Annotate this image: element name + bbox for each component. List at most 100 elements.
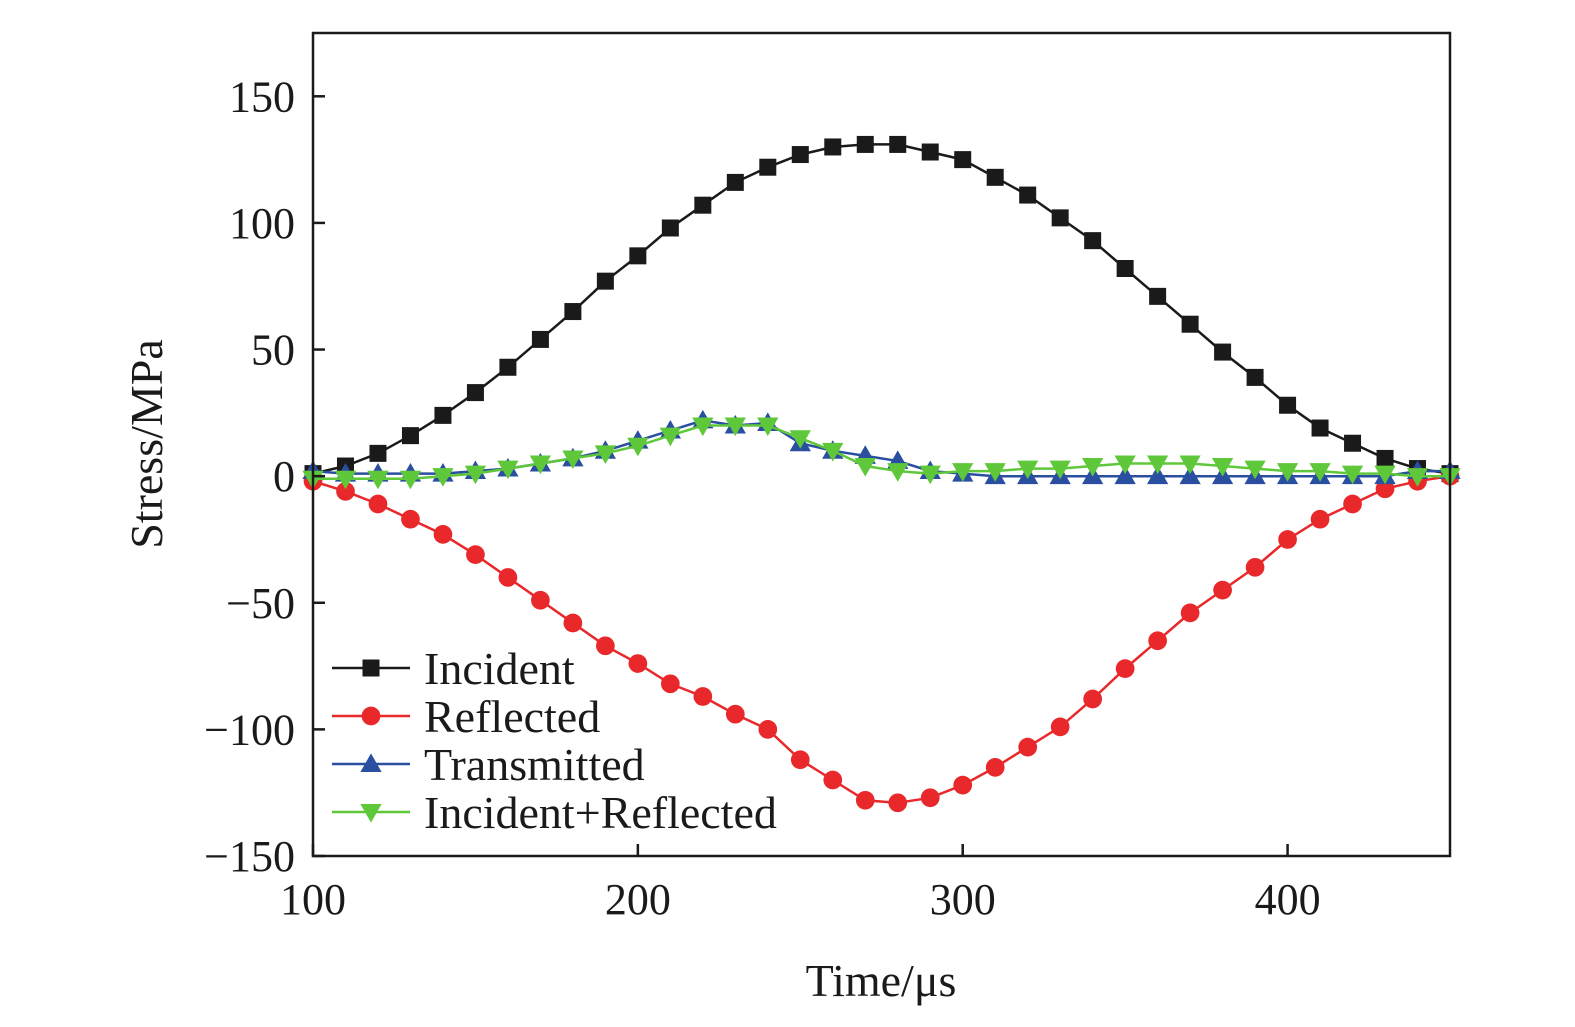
data-point [920,788,940,808]
data-point [660,674,680,694]
data-point [724,417,746,437]
legend-item: Incident [332,643,575,694]
data-point [401,509,420,529]
data-point [594,445,616,464]
data-point [368,494,388,514]
series-incident-reflected [302,417,1461,490]
data-point [629,247,647,265]
legend-marker [361,706,381,726]
data-point [1019,186,1037,204]
data-point [888,793,908,813]
data-point [627,437,649,457]
data-point [889,135,907,153]
x-tick-label: 100 [280,875,346,924]
x-axis-title: Time/μs [806,955,957,1006]
data-point [985,758,1005,777]
legend-item: Transmitted [332,739,645,790]
data-point [529,455,552,475]
data-point [596,636,615,656]
data-point [694,196,712,214]
data-point [1181,315,1199,333]
plot-frame [311,31,1452,858]
data-point [1114,455,1136,475]
data-point [855,790,875,810]
series-line [312,143,1451,475]
data-point [692,417,714,437]
data-point [854,458,876,477]
data-point [1051,209,1069,227]
data-point [757,417,779,437]
data-point [726,173,744,191]
legend-label: Reflected [424,691,600,742]
legend-label: Transmitted [424,739,645,790]
data-point [791,146,809,164]
data-point [1018,737,1038,757]
data-point [824,138,842,156]
data-point [1147,465,1169,485]
data-point [1341,465,1364,485]
data-point [1311,419,1329,437]
data-point [466,545,485,565]
x-tick-label: 400 [1255,875,1321,924]
data-point [1116,260,1134,278]
data-point [1244,460,1266,480]
data-point [1083,689,1103,709]
data-point [369,444,387,462]
data-point [367,470,389,490]
data-point [1343,494,1362,514]
legend: IncidentReflectedTransmittedIncident+Ref… [332,643,777,838]
data-point [1376,449,1394,467]
legend-marker [360,753,382,772]
y-tick-label: 50 [251,326,295,375]
data-point [531,590,550,610]
legend-label: Incident [424,643,575,694]
data-point [1180,603,1200,623]
data-point [1278,530,1297,549]
data-point [1179,455,1201,475]
axes-layer: 100 200 300 400 150 100 50 0 −50 −100 −150 [204,72,1320,924]
legend-item: Reflected [332,691,600,742]
data-point [1149,287,1167,305]
data-point [953,775,973,795]
data-point [1115,659,1135,678]
data-point [823,770,843,790]
data-point [433,525,453,544]
data-point [1245,557,1265,577]
legend-item: Incident+Reflected [332,787,777,838]
data-point [1017,460,1039,480]
y-tick-label: −50 [226,579,295,628]
data-point [434,406,452,424]
data-point [887,463,909,482]
data-point [336,481,355,501]
data-point [401,427,419,445]
data-point [790,750,810,770]
data-point [1279,396,1297,414]
data-point [1148,631,1167,651]
y-tick-label: 150 [229,72,295,121]
data-point [466,384,484,402]
data-point [856,135,874,153]
data-point [1406,468,1429,487]
data-point [1179,465,1201,485]
data-point [1309,463,1331,482]
data-point [1214,343,1232,361]
data-point [1082,458,1104,477]
data-point [661,219,679,237]
data-point [1246,368,1264,386]
data-point [1147,455,1169,475]
data-point [822,442,844,462]
legend-label: Incident+Reflected [424,787,777,838]
x-tick-label: 300 [930,875,996,924]
data-point [498,568,518,587]
data-point [334,470,357,490]
x-tick-label: 200 [605,875,671,924]
data-point [628,654,648,673]
data-point [986,168,1004,186]
data-point [758,720,778,739]
data-point [432,468,454,487]
data-point [789,430,811,449]
y-tick-label: −100 [204,705,295,754]
data-point [759,158,777,176]
legend-marker [360,804,382,823]
